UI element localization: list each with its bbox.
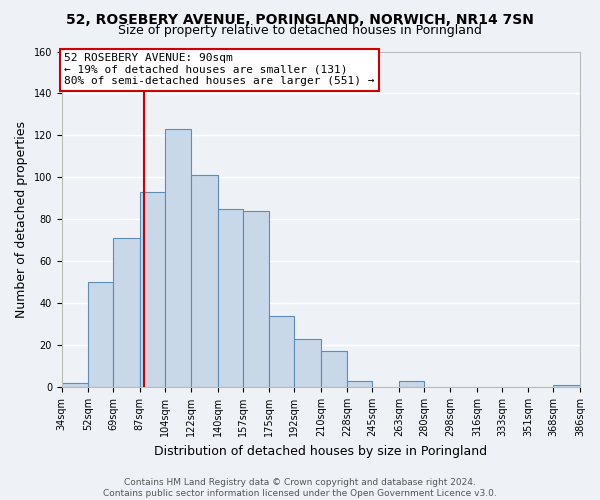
Text: 52, ROSEBERY AVENUE, PORINGLAND, NORWICH, NR14 7SN: 52, ROSEBERY AVENUE, PORINGLAND, NORWICH… bbox=[66, 12, 534, 26]
Bar bbox=[88, 282, 113, 387]
Bar bbox=[62, 383, 88, 387]
Bar bbox=[113, 238, 140, 387]
Bar bbox=[553, 385, 580, 387]
Bar bbox=[218, 209, 243, 387]
X-axis label: Distribution of detached houses by size in Poringland: Distribution of detached houses by size … bbox=[154, 444, 487, 458]
Bar bbox=[243, 211, 269, 387]
Y-axis label: Number of detached properties: Number of detached properties bbox=[15, 121, 28, 318]
Bar bbox=[165, 129, 191, 387]
Bar bbox=[269, 316, 295, 387]
Bar bbox=[399, 381, 424, 387]
Text: Size of property relative to detached houses in Poringland: Size of property relative to detached ho… bbox=[118, 24, 482, 37]
Bar bbox=[191, 175, 218, 387]
Bar bbox=[321, 352, 347, 387]
Bar bbox=[295, 339, 321, 387]
Bar bbox=[347, 381, 373, 387]
Text: 52 ROSEBERY AVENUE: 90sqm
← 19% of detached houses are smaller (131)
80% of semi: 52 ROSEBERY AVENUE: 90sqm ← 19% of detac… bbox=[64, 53, 375, 86]
Text: Contains HM Land Registry data © Crown copyright and database right 2024.
Contai: Contains HM Land Registry data © Crown c… bbox=[103, 478, 497, 498]
Bar bbox=[140, 192, 165, 387]
